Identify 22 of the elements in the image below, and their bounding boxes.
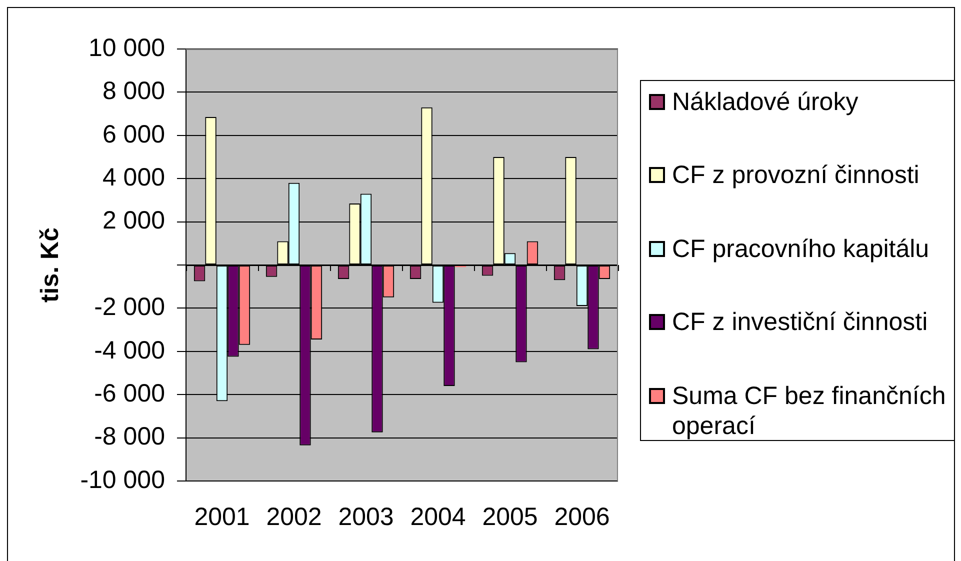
legend-label: Suma CF bez finančních operací <box>672 380 947 440</box>
y-axis-title: tis. Kč <box>36 227 64 303</box>
legend-label: CF pracovního kapitálu <box>672 234 930 264</box>
x-tick-label: 2004 <box>410 502 466 531</box>
y-tick-label: 2 000 <box>102 206 165 235</box>
legend-label: Nákladové úroky <box>672 86 858 116</box>
y-tick-label: -6 000 <box>94 379 165 408</box>
y-tick-label: 4 000 <box>102 163 165 192</box>
x-tick-label: 2003 <box>338 502 394 531</box>
x-tick-label: 2001 <box>194 502 250 531</box>
x-tick-label: 2005 <box>482 502 538 531</box>
x-tick-label: 2006 <box>554 502 610 531</box>
x-tick-label: 2002 <box>266 502 322 531</box>
y-tick-label: -2 000 <box>94 293 165 322</box>
y-tick-label: 6 000 <box>102 120 165 148</box>
y-tick-label: -8 000 <box>94 422 165 451</box>
y-tick-label: 8 000 <box>102 77 165 106</box>
legend-label: CF z investiční činnosti <box>672 307 928 337</box>
y-tick-label: 10 000 <box>88 34 165 62</box>
legend-label: CF z provozní činnosti <box>672 160 920 190</box>
y-tick-label: -10 000 <box>80 466 165 494</box>
y-tick-label: -4 000 <box>94 336 165 364</box>
